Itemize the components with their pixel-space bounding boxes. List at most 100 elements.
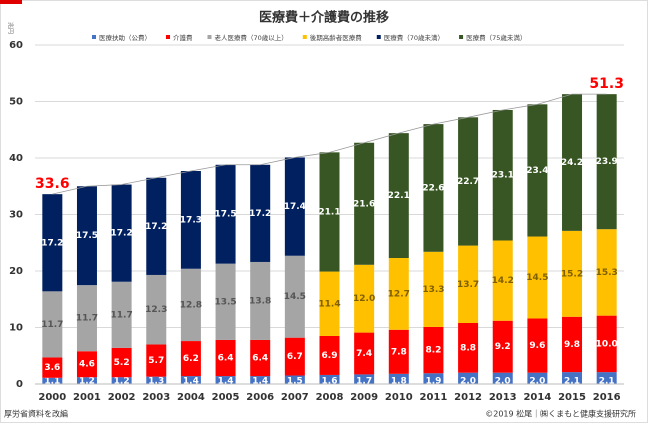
data-label: 1.3 bbox=[148, 377, 164, 387]
data-label: 7.4 bbox=[356, 349, 372, 359]
bar-segment bbox=[388, 329, 409, 374]
data-label: 13.8 bbox=[249, 296, 271, 306]
bar-segment bbox=[42, 291, 63, 358]
y-tick-label: 40 bbox=[9, 153, 23, 164]
data-label: 8.8 bbox=[460, 343, 476, 353]
data-label: 12.3 bbox=[145, 305, 167, 315]
data-label: 6.2 bbox=[183, 354, 199, 364]
data-label: 13.7 bbox=[457, 280, 479, 290]
bar-segment bbox=[458, 372, 479, 384]
bar-segment bbox=[423, 124, 444, 252]
source: 厚労省資料を改編 bbox=[4, 409, 68, 419]
bar-segment bbox=[111, 281, 132, 348]
data-label: 2.1 bbox=[599, 377, 615, 387]
bar-segment bbox=[527, 318, 548, 373]
bar-segment bbox=[562, 316, 583, 373]
bar-segment bbox=[284, 375, 305, 384]
bar-segment bbox=[250, 261, 271, 340]
bar-segment bbox=[319, 335, 340, 375]
data-label: 5.7 bbox=[148, 356, 164, 366]
data-label: 11.7 bbox=[76, 314, 98, 324]
bar-segment bbox=[111, 347, 132, 378]
data-label: 2.1 bbox=[564, 377, 580, 387]
x-tick-label: 2005 bbox=[212, 392, 240, 403]
data-label: 17.2 bbox=[145, 222, 167, 232]
bar-segment bbox=[319, 374, 340, 384]
data-label: 1.1 bbox=[44, 377, 60, 387]
data-label: 17.2 bbox=[249, 209, 271, 219]
x-tick-label: 2011 bbox=[420, 392, 448, 403]
data-label: 13.5 bbox=[214, 297, 236, 307]
data-label: 1.4 bbox=[252, 377, 268, 387]
bar-segment bbox=[284, 157, 305, 256]
trend-line bbox=[52, 93, 607, 195]
bar-segment bbox=[596, 94, 617, 230]
bar-segment bbox=[319, 152, 340, 272]
x-tick-label: 2009 bbox=[350, 392, 378, 403]
y-tick-label: 20 bbox=[9, 266, 23, 277]
bar-segment bbox=[562, 94, 583, 231]
bar-segment bbox=[42, 357, 63, 378]
data-label: 15.2 bbox=[561, 269, 583, 279]
bar-segment bbox=[42, 377, 63, 384]
x-tick-label: 2013 bbox=[489, 392, 517, 403]
legend-label: 後期高齢者医療費 bbox=[310, 33, 363, 42]
bar-segment bbox=[458, 322, 479, 373]
x-tick-label: 2000 bbox=[38, 392, 66, 403]
x-tick-label: 2007 bbox=[281, 392, 309, 403]
x-tick-label: 2015 bbox=[558, 392, 586, 403]
bar-segment bbox=[111, 184, 132, 282]
data-label: 1.8 bbox=[391, 377, 407, 387]
bar-segment bbox=[423, 326, 444, 374]
data-label: 2.0 bbox=[495, 377, 511, 387]
total-annotation: 33.6 bbox=[35, 176, 70, 192]
data-label: 6.7 bbox=[287, 352, 303, 362]
y-tick-label: 60 bbox=[9, 40, 23, 51]
bar-segment bbox=[215, 164, 236, 264]
bar-segment bbox=[180, 376, 201, 384]
bar-segment bbox=[146, 274, 167, 345]
bar-segment bbox=[180, 341, 201, 377]
bar-segment bbox=[284, 255, 305, 338]
bar-segment bbox=[527, 236, 548, 319]
x-tick-label: 2002 bbox=[108, 392, 136, 403]
data-label: 1.7 bbox=[356, 377, 372, 387]
data-label: 11.7 bbox=[41, 320, 63, 330]
data-label: 12.8 bbox=[180, 300, 202, 310]
bar-segment bbox=[423, 373, 444, 384]
data-label: 9.8 bbox=[564, 340, 580, 350]
credit: ©2019 松尾｜㈱くまもと健康支援研究所 bbox=[485, 409, 636, 419]
data-label: 1.6 bbox=[322, 377, 338, 387]
data-label: 24.2 bbox=[561, 158, 583, 168]
bar-segment bbox=[180, 268, 201, 342]
bar-segment bbox=[215, 376, 236, 384]
bar-segment bbox=[42, 194, 63, 292]
bar-segment bbox=[492, 109, 513, 241]
data-label: 14.5 bbox=[284, 292, 306, 302]
legend-swatch bbox=[459, 35, 464, 39]
bar-segment bbox=[527, 372, 548, 384]
bar-segment bbox=[354, 264, 375, 333]
bar-segment bbox=[319, 271, 340, 336]
data-label: 17.5 bbox=[76, 231, 98, 241]
bar-segment bbox=[76, 377, 97, 384]
bar-segment bbox=[492, 372, 513, 384]
y-tick-label: 0 bbox=[16, 379, 23, 390]
data-label: 2.0 bbox=[529, 377, 545, 387]
data-label: 23.1 bbox=[492, 171, 514, 181]
data-label: 3.6 bbox=[44, 363, 60, 373]
x-tick-label: 2016 bbox=[593, 392, 621, 403]
legend-label: 老人医療費（70歳以上） bbox=[215, 33, 288, 42]
y-axis-label: 兆円 bbox=[7, 22, 15, 34]
data-label: 4.6 bbox=[79, 360, 95, 370]
bar-segment bbox=[76, 186, 97, 286]
data-label: 13.3 bbox=[422, 285, 444, 295]
data-label: 15.3 bbox=[596, 268, 618, 278]
data-label: 23.9 bbox=[596, 157, 618, 167]
bar-segment bbox=[596, 315, 617, 373]
bar-segment bbox=[250, 376, 271, 384]
data-label: 5.2 bbox=[114, 358, 130, 368]
data-label: 22.7 bbox=[457, 177, 479, 187]
data-label: 11.7 bbox=[111, 310, 133, 320]
